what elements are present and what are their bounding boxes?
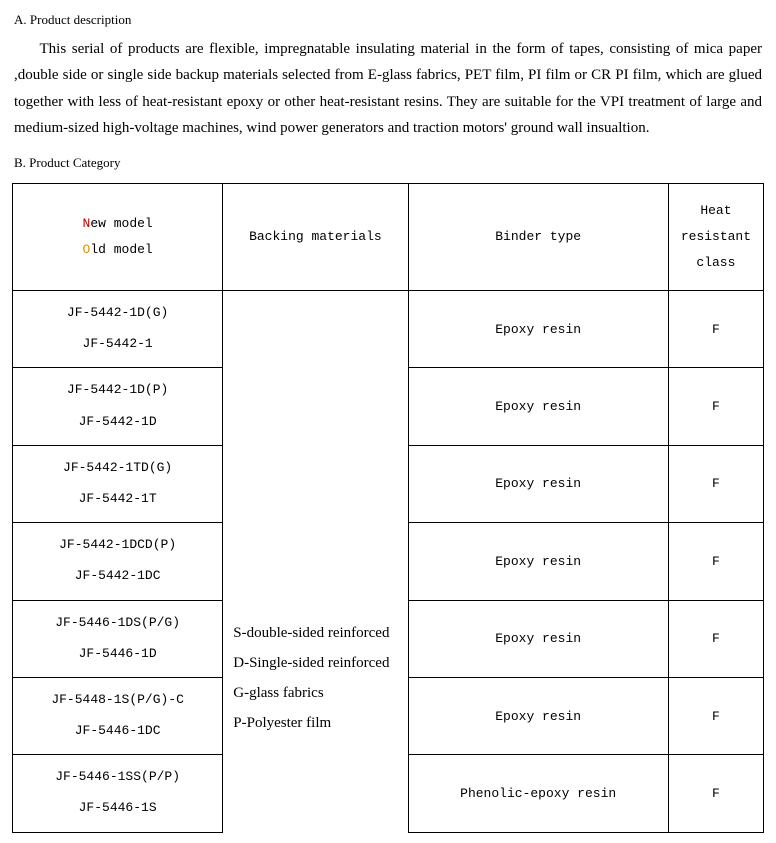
backing-line: S-double-sided reinforced xyxy=(233,625,389,641)
cell-model: JF-5442-1DCD(P) JF-5442-1DC xyxy=(13,523,223,600)
model-new: JF-5442-1TD(G) xyxy=(63,460,172,475)
cell-heat: F xyxy=(668,755,763,832)
cell-model: JF-5442-1D(G) JF-5442-1 xyxy=(13,291,223,368)
model-old: JF-5442-1D xyxy=(79,414,157,429)
model-old: JF-5442-1T xyxy=(79,491,157,506)
cell-binder: Epoxy resin xyxy=(408,523,668,600)
model-new: JF-5442-1DCD(P) xyxy=(59,537,176,552)
cell-heat: F xyxy=(668,523,763,600)
cell-binder: Phenolic-epoxy resin xyxy=(408,755,668,832)
model-old: JF-5442-1DC xyxy=(75,568,161,583)
cell-model: JF-5446-1DS(P/G) JF-5446-1D xyxy=(13,600,223,677)
cell-heat: F xyxy=(668,677,763,754)
header-backing: Backing materials xyxy=(223,184,408,291)
model-old: JF-5446-1D xyxy=(79,646,157,661)
cell-binder: Epoxy resin xyxy=(408,677,668,754)
header-old-rest: ld model xyxy=(90,242,152,257)
product-category-table: New model Old model Backing materials Bi… xyxy=(12,183,764,833)
model-new: JF-5446-1DS(P/G) xyxy=(55,615,180,630)
backing-line: P-Polyester film xyxy=(233,715,331,731)
cell-heat: F xyxy=(668,445,763,522)
model-old: JF-5446-1S xyxy=(79,800,157,815)
header-new-rest: ew model xyxy=(90,216,152,231)
model-old: JF-5446-1DC xyxy=(75,723,161,738)
table-row: JF-5442-1D(G) JF-5442-1 S-double-sided r… xyxy=(13,291,764,368)
cell-heat: F xyxy=(668,291,763,368)
cell-backing-materials: S-double-sided reinforced D-Single-sided… xyxy=(223,291,408,833)
model-new: JF-5446-1SS(P/P) xyxy=(55,769,180,784)
cell-model: JF-5442-1D(P) JF-5442-1D xyxy=(13,368,223,445)
cell-binder: Epoxy resin xyxy=(408,368,668,445)
backing-line: D-Single-sided reinforced xyxy=(233,655,389,671)
cell-model: JF-5446-1SS(P/P) JF-5446-1S xyxy=(13,755,223,832)
header-model: New model Old model xyxy=(13,184,223,291)
model-new: JF-5442-1D(G) xyxy=(67,305,168,320)
model-new: JF-5442-1D(P) xyxy=(67,382,168,397)
cell-heat: F xyxy=(668,600,763,677)
cell-binder: Epoxy resin xyxy=(408,445,668,522)
header-heat: Heat resistant class xyxy=(668,184,763,291)
cell-heat: F xyxy=(668,368,763,445)
model-old: JF-5442-1 xyxy=(83,336,153,351)
model-new: JF-5448-1S(P/G)-C xyxy=(51,692,184,707)
product-description-paragraph: This serial of products are flexible, im… xyxy=(14,36,762,141)
cell-binder: Epoxy resin xyxy=(408,291,668,368)
table-header-row: New model Old model Backing materials Bi… xyxy=(13,184,764,291)
cell-model: JF-5448-1S(P/G)-C JF-5446-1DC xyxy=(13,677,223,754)
cell-model: JF-5442-1TD(G) JF-5442-1T xyxy=(13,445,223,522)
section-b-heading: B. Product Category xyxy=(14,155,764,171)
backing-line: G-glass fabrics xyxy=(233,685,323,701)
header-binder: Binder type xyxy=(408,184,668,291)
section-a-heading: A. Product description xyxy=(14,12,764,28)
cell-binder: Epoxy resin xyxy=(408,600,668,677)
